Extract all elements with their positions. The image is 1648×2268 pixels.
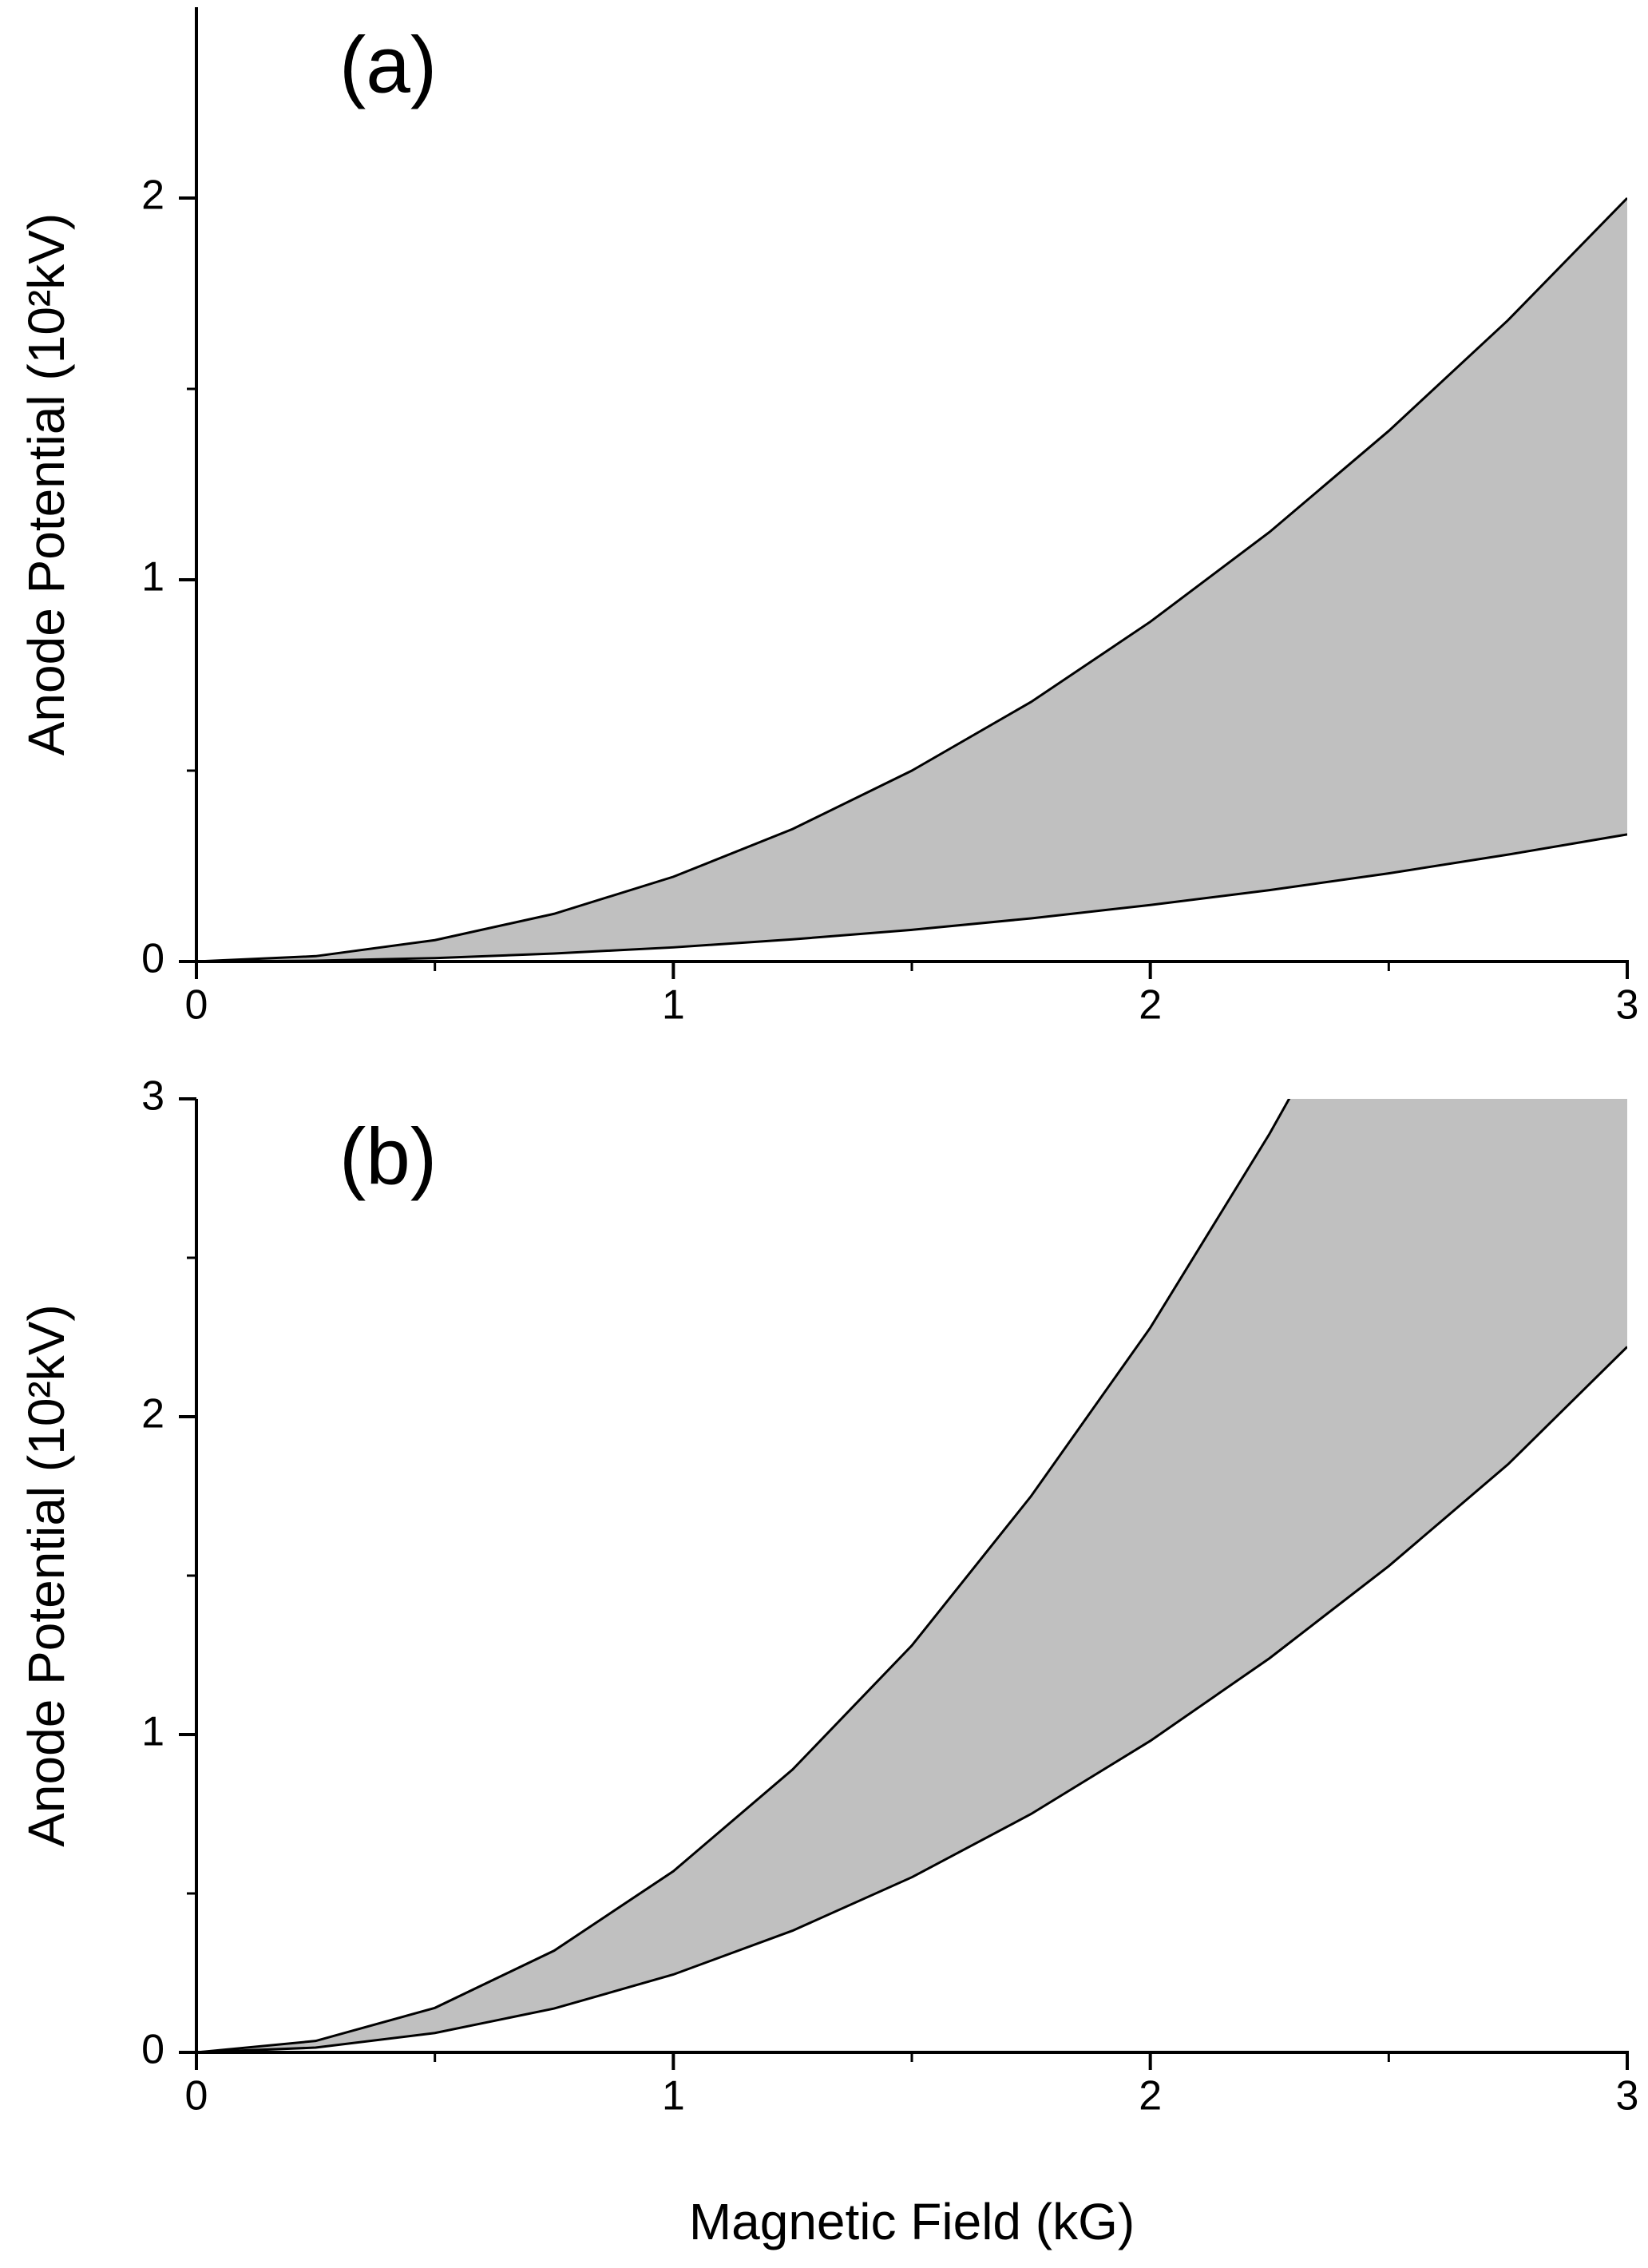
panel-label: (b) xyxy=(339,1112,437,1201)
plot-area xyxy=(196,196,1627,962)
y-tick-label: 1 xyxy=(141,1709,164,1755)
x-tick-label: 3 xyxy=(1616,982,1639,1029)
x-tick-label: 1 xyxy=(662,2073,685,2119)
y-tick-label: 2 xyxy=(141,172,164,219)
y-tick-label: 0 xyxy=(141,936,164,982)
x-tick-label: 2 xyxy=(1139,982,1162,1029)
panel-label: (a) xyxy=(339,20,437,109)
x-tick-label: 0 xyxy=(185,2073,208,2119)
y-tick-label: 2 xyxy=(141,1391,164,1437)
x-tick-label: 2 xyxy=(1139,2073,1162,2119)
lower-line xyxy=(196,1346,1627,2052)
x-tick-label: 0 xyxy=(185,982,208,1029)
lower-line xyxy=(196,833,1627,962)
x-tick-label: 3 xyxy=(1616,2073,1639,2119)
y-axis-title: Anode Potential (10²kV) xyxy=(18,1304,75,1847)
upper-line xyxy=(196,196,1627,962)
plot-area xyxy=(196,1099,1627,2052)
upper-line xyxy=(196,1099,1291,2052)
x-tick-label: 1 xyxy=(662,982,685,1029)
y-tick-label: 0 xyxy=(141,2027,164,2073)
y-axis-title: Anode Potential (10²kV) xyxy=(18,213,75,756)
range-band xyxy=(196,1099,1627,2052)
x-axis-title: Magnetic Field (kG) xyxy=(689,2193,1135,2250)
range-band xyxy=(196,198,1627,962)
y-tick-label: 1 xyxy=(141,554,164,601)
y-tick-label: 3 xyxy=(141,1073,164,1120)
